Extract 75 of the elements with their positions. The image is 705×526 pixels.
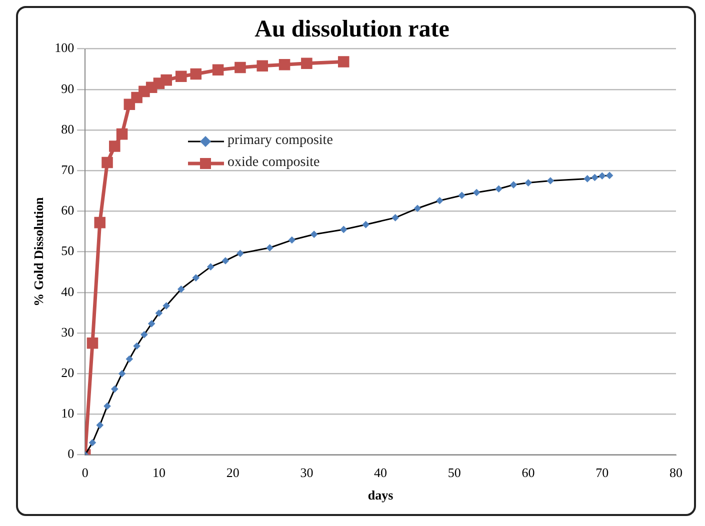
y-tick-label: 40 bbox=[61, 284, 74, 299]
y-tick-label: 90 bbox=[61, 80, 74, 96]
point bbox=[104, 402, 111, 410]
point bbox=[301, 58, 312, 70]
point bbox=[86, 338, 98, 349]
x-axis-title: days bbox=[368, 488, 394, 503]
legend-label: oxide composite bbox=[228, 155, 320, 171]
x-tick-label: 30 bbox=[300, 465, 314, 480]
point bbox=[266, 244, 274, 252]
point bbox=[133, 342, 140, 350]
point bbox=[256, 60, 268, 72]
point bbox=[111, 386, 118, 392]
x-tick-label: 60 bbox=[522, 465, 535, 480]
point bbox=[175, 70, 187, 82]
point bbox=[362, 221, 370, 228]
point bbox=[234, 62, 246, 74]
point bbox=[156, 310, 162, 316]
point bbox=[116, 128, 128, 140]
y-axis-title: % Gold Dissolution bbox=[31, 196, 46, 306]
y-tick-label: 50 bbox=[61, 243, 74, 258]
point bbox=[96, 422, 104, 429]
point bbox=[212, 64, 224, 76]
point bbox=[178, 286, 184, 292]
y-tick-label: 20 bbox=[61, 365, 74, 380]
point bbox=[109, 140, 120, 152]
y-tick-label: 100 bbox=[54, 40, 74, 56]
point bbox=[89, 439, 96, 446]
point bbox=[547, 177, 554, 184]
x-tick-label: 40 bbox=[374, 465, 388, 480]
point bbox=[160, 74, 172, 86]
point bbox=[598, 172, 606, 180]
point bbox=[124, 98, 136, 110]
x-tick-label: 80 bbox=[670, 465, 682, 480]
x-tick-label: 10 bbox=[152, 465, 166, 480]
point bbox=[338, 56, 350, 68]
point bbox=[510, 181, 517, 188]
point bbox=[288, 236, 296, 244]
x-tick-label: 0 bbox=[82, 465, 88, 480]
point bbox=[524, 179, 532, 186]
point bbox=[163, 302, 170, 310]
x-tick-label: 50 bbox=[448, 465, 461, 480]
point bbox=[473, 189, 480, 196]
point bbox=[436, 197, 443, 204]
legend-label: primary composite bbox=[228, 133, 333, 149]
point bbox=[340, 226, 347, 233]
point bbox=[140, 331, 148, 338]
x-tick-label: 20 bbox=[226, 465, 240, 480]
point bbox=[190, 68, 202, 80]
point bbox=[414, 205, 421, 212]
point bbox=[207, 263, 214, 270]
chart-title: Au dissolution rate bbox=[254, 16, 450, 43]
point bbox=[126, 356, 133, 362]
point bbox=[102, 156, 113, 168]
point bbox=[148, 320, 155, 328]
point bbox=[94, 216, 106, 228]
point bbox=[606, 172, 613, 179]
point bbox=[278, 58, 290, 70]
point bbox=[458, 192, 466, 199]
point bbox=[584, 175, 591, 182]
point bbox=[131, 92, 142, 104]
y-tick-label: 70 bbox=[61, 162, 74, 178]
point bbox=[222, 257, 229, 264]
point bbox=[236, 250, 244, 257]
y-tick-label: 80 bbox=[61, 121, 74, 136]
y-tick-label: 60 bbox=[61, 202, 74, 218]
point bbox=[310, 230, 318, 238]
x-tick-label: 70 bbox=[596, 465, 609, 480]
y-tick-label: 0 bbox=[68, 446, 74, 462]
point bbox=[591, 174, 598, 181]
point bbox=[392, 214, 399, 222]
y-tick-label: 30 bbox=[61, 324, 74, 340]
point bbox=[192, 274, 200, 282]
y-tick-label: 10 bbox=[61, 406, 74, 421]
point bbox=[495, 186, 502, 192]
point bbox=[118, 370, 126, 377]
